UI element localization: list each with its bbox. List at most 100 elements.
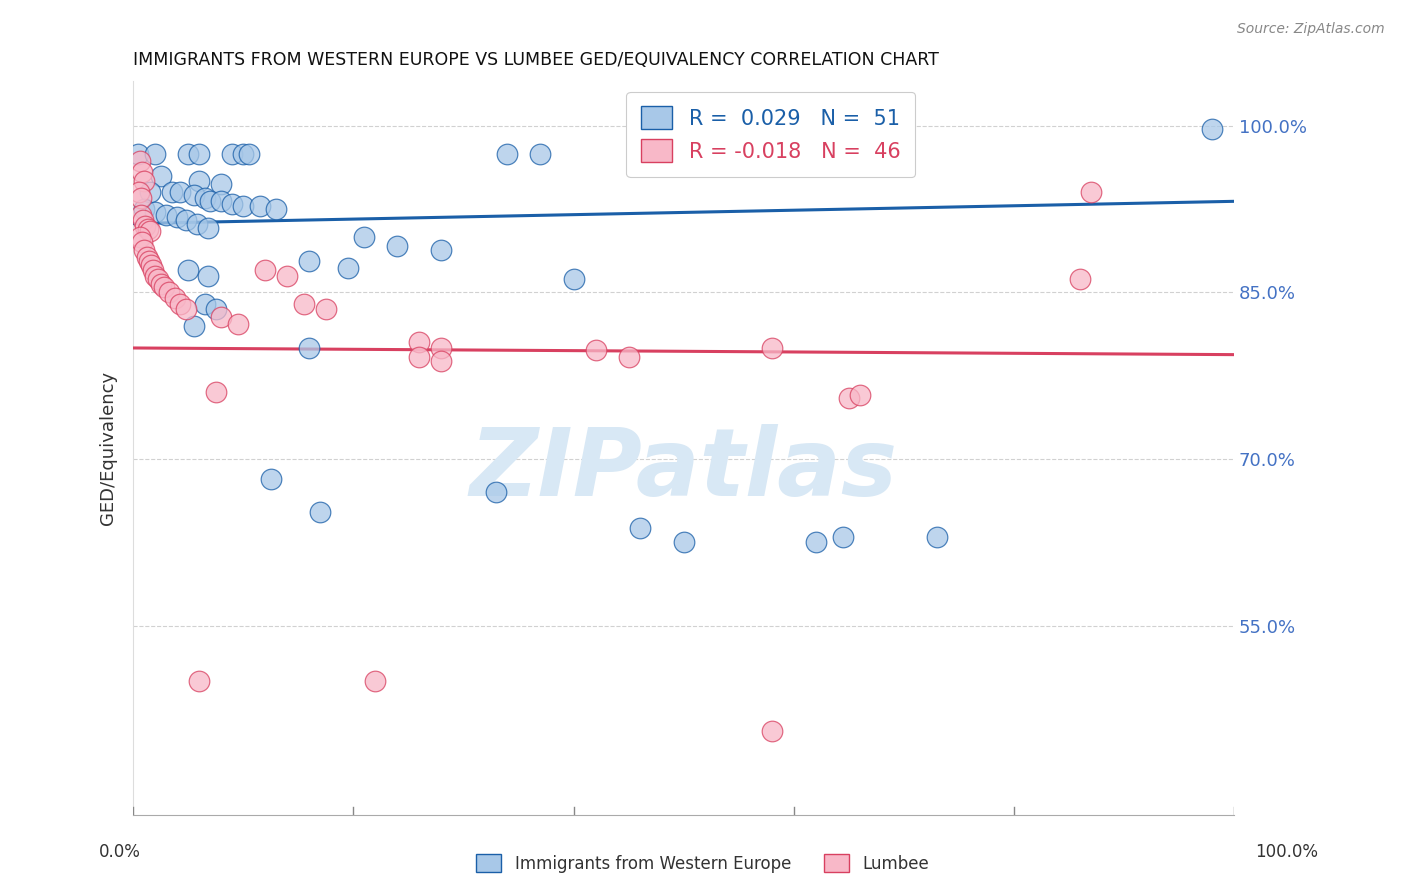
Point xyxy=(174,213,197,227)
Point xyxy=(128,186,150,200)
Point xyxy=(353,230,375,244)
Point xyxy=(496,146,519,161)
Point xyxy=(254,263,277,277)
Point xyxy=(226,317,249,331)
Point xyxy=(134,174,156,188)
Point xyxy=(174,302,197,317)
Point xyxy=(169,296,191,310)
Point xyxy=(298,254,321,268)
Y-axis label: GED/Equivalency: GED/Equivalency xyxy=(100,371,117,525)
Point xyxy=(838,391,860,405)
Text: Source: ZipAtlas.com: Source: ZipAtlas.com xyxy=(1237,22,1385,37)
Point xyxy=(188,674,211,689)
Point xyxy=(585,343,607,358)
Point xyxy=(129,230,152,244)
Point xyxy=(183,318,205,333)
Point xyxy=(129,208,152,222)
Point xyxy=(772,146,794,161)
Point xyxy=(135,250,157,264)
Point xyxy=(238,146,260,161)
Point xyxy=(336,260,359,275)
Point xyxy=(131,235,153,250)
Point xyxy=(221,146,243,161)
Point xyxy=(249,199,271,213)
Point xyxy=(430,244,453,258)
Point xyxy=(209,194,232,209)
Point xyxy=(276,268,298,283)
Point xyxy=(832,530,855,544)
Point xyxy=(165,291,187,305)
Point xyxy=(260,472,283,486)
Point xyxy=(160,186,183,200)
Point xyxy=(188,146,211,161)
Point xyxy=(205,385,228,400)
Point xyxy=(761,724,783,739)
Point xyxy=(139,224,162,238)
Point xyxy=(183,187,205,202)
Point xyxy=(177,146,200,161)
Point xyxy=(194,191,217,205)
Point xyxy=(153,280,176,294)
Point xyxy=(142,263,165,277)
Point xyxy=(131,165,153,179)
Point xyxy=(1069,272,1091,286)
Point xyxy=(804,535,827,549)
Point xyxy=(134,244,156,258)
Point xyxy=(408,335,430,350)
Point xyxy=(197,268,219,283)
Point xyxy=(672,535,695,549)
Legend: Immigrants from Western Europe, Lumbee: Immigrants from Western Europe, Lumbee xyxy=(470,847,936,880)
Point xyxy=(848,387,870,401)
Point xyxy=(132,213,155,227)
Point xyxy=(1080,186,1102,200)
Point xyxy=(761,341,783,355)
Point xyxy=(309,505,332,519)
Point xyxy=(387,239,409,253)
Point xyxy=(200,194,222,209)
Point xyxy=(139,186,162,200)
Point xyxy=(177,263,200,277)
Point xyxy=(529,146,551,161)
Point xyxy=(155,208,177,222)
Point xyxy=(129,154,152,169)
Point xyxy=(315,302,337,317)
Point xyxy=(134,219,156,233)
Point xyxy=(408,350,430,364)
Point xyxy=(166,210,188,224)
Point xyxy=(169,186,191,200)
Point xyxy=(266,202,288,216)
Point xyxy=(617,350,640,364)
Point xyxy=(186,217,208,231)
Text: 100.0%: 100.0% xyxy=(1256,843,1317,861)
Point xyxy=(430,354,453,368)
Point xyxy=(139,258,162,272)
Point xyxy=(232,146,254,161)
Point xyxy=(149,169,172,183)
Point xyxy=(143,146,166,161)
Point xyxy=(188,174,211,188)
Point xyxy=(628,521,651,535)
Point xyxy=(292,296,315,310)
Point xyxy=(194,296,217,310)
Point xyxy=(205,302,228,317)
Point xyxy=(149,277,172,291)
Text: ZIPatlas: ZIPatlas xyxy=(470,424,897,516)
Point xyxy=(143,268,166,283)
Point xyxy=(364,674,387,689)
Point xyxy=(430,341,453,355)
Point xyxy=(209,177,232,191)
Point xyxy=(143,205,166,219)
Point xyxy=(1201,122,1223,136)
Point xyxy=(197,221,219,235)
Point xyxy=(562,272,585,286)
Text: IMMIGRANTS FROM WESTERN EUROPE VS LUMBEE GED/EQUIVALENCY CORRELATION CHART: IMMIGRANTS FROM WESTERN EUROPE VS LUMBEE… xyxy=(134,51,939,69)
Point xyxy=(146,272,169,286)
Point xyxy=(298,341,321,355)
Legend: R =  0.029   N =  51, R = -0.018   N =  46: R = 0.029 N = 51, R = -0.018 N = 46 xyxy=(627,92,915,177)
Point xyxy=(485,485,508,500)
Point xyxy=(136,222,159,236)
Point xyxy=(232,199,254,213)
Point xyxy=(138,254,160,268)
Point xyxy=(127,146,149,161)
Point xyxy=(221,196,243,211)
